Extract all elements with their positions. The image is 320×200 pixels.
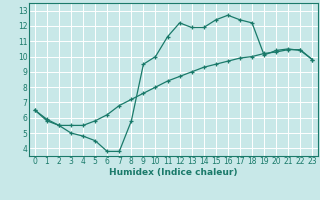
- X-axis label: Humidex (Indice chaleur): Humidex (Indice chaleur): [109, 168, 238, 177]
